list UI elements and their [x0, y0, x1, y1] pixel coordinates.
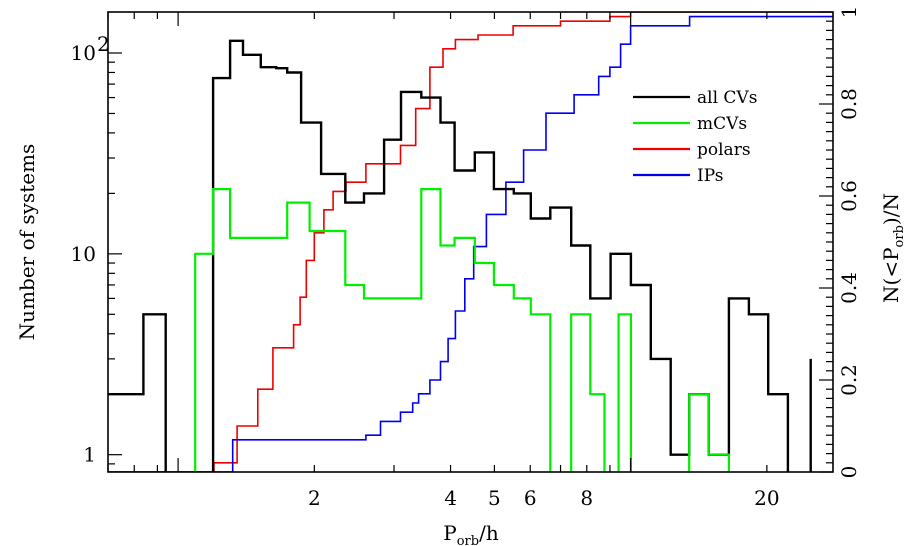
- legend-label: polars: [697, 140, 751, 160]
- legend: all CVs mCVs polars IPs: [633, 88, 757, 186]
- x-axis-title: Porb/h: [443, 521, 499, 546]
- y-right-tick-label: 0: [837, 466, 861, 479]
- legend-label: all CVs: [697, 88, 757, 108]
- series-ips-cumulative: [108, 15, 833, 472]
- y-right-tick-label: 0.4: [837, 272, 861, 304]
- series-polars-cumulative: [108, 12, 833, 472]
- x-tick-label: 6: [524, 486, 537, 510]
- x-tick-label: 5: [488, 486, 501, 510]
- ticks: [107, 11, 833, 473]
- y-right-axis-title: N(<Porb)/N: [879, 193, 907, 303]
- plot-area: [108, 12, 833, 472]
- plot-frame: [107, 11, 834, 473]
- x-tick-label: 4: [444, 486, 457, 510]
- series-mcvs-histogram: [194, 188, 730, 472]
- y-right-tick-label: 0.6: [837, 180, 861, 212]
- y-right-tick-label: 0.8: [837, 88, 861, 120]
- legend-label: mCVs: [697, 114, 747, 134]
- x-tick-label: 2: [308, 486, 321, 510]
- legend-label: IPs: [697, 166, 723, 186]
- x-tick-label: 20: [754, 486, 779, 510]
- y-left-tick-label: 10: [71, 41, 96, 65]
- y-left-axis-title: Number of systems: [15, 144, 39, 341]
- y-right-tick-label: 1: [837, 6, 861, 19]
- y-left-tick-label: 1: [83, 443, 96, 467]
- y-left-tick-label-exp: 2: [97, 32, 110, 56]
- y-right-tick-label: 0.2: [837, 364, 861, 396]
- y-left-tick-label: 10: [71, 242, 96, 266]
- x-tick-label: 8: [580, 486, 593, 510]
